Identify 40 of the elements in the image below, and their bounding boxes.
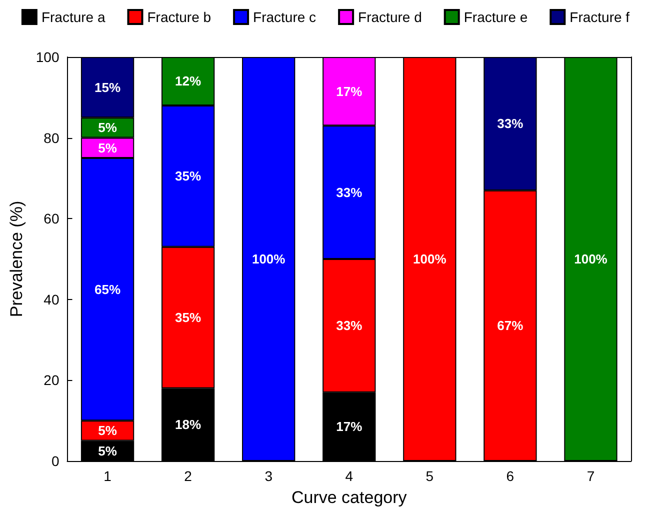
data-label: 12% — [175, 74, 202, 89]
x-axis-title: Curve category — [291, 488, 408, 507]
legend-label: Fracture b — [147, 9, 212, 25]
data-label: 65% — [94, 282, 121, 297]
x-tick-label: 6 — [506, 468, 514, 484]
data-label: 5% — [98, 140, 118, 156]
x-tick-label: 2 — [184, 468, 192, 484]
legend-label: Fracture e — [464, 9, 528, 25]
data-label: 17% — [336, 84, 363, 99]
data-label: 15% — [94, 80, 121, 95]
y-tick-label: 100 — [36, 49, 60, 65]
data-label: 67% — [497, 318, 524, 334]
data-label: 5% — [98, 443, 118, 458]
data-label: 5% — [98, 120, 118, 136]
y-tick-label: 20 — [44, 372, 60, 388]
legend-label: Fracture d — [358, 9, 422, 25]
y-tick-label: 80 — [44, 130, 60, 146]
x-tick-label: 5 — [426, 468, 434, 484]
x-tick-label: 3 — [264, 468, 273, 484]
data-label: 100% — [252, 252, 286, 266]
data-label: 33% — [336, 318, 363, 334]
data-label: 33% — [497, 116, 524, 132]
data-label: 5% — [98, 423, 118, 438]
data-label: 35% — [175, 168, 202, 184]
legend-label: Fracture f — [570, 9, 630, 25]
y-tick-label: 40 — [44, 291, 60, 308]
x-tick-label: 7 — [586, 468, 595, 484]
y-axis-title: Prevalence (%) — [7, 200, 26, 318]
y-tick-label: 60 — [44, 210, 60, 227]
y-tick-label: 0 — [51, 453, 60, 469]
legend-label: Fracture c — [253, 9, 316, 25]
data-label: 18% — [175, 417, 202, 432]
x-tick-label: 4 — [345, 468, 354, 484]
data-label: 33% — [336, 184, 363, 200]
data-label: 35% — [175, 310, 202, 326]
legend-label: Fracture a — [41, 9, 106, 25]
data-label: 100% — [413, 252, 447, 266]
data-label: 17% — [336, 419, 363, 434]
data-label: 100% — [574, 252, 608, 266]
x-tick-label: 1 — [104, 468, 112, 484]
